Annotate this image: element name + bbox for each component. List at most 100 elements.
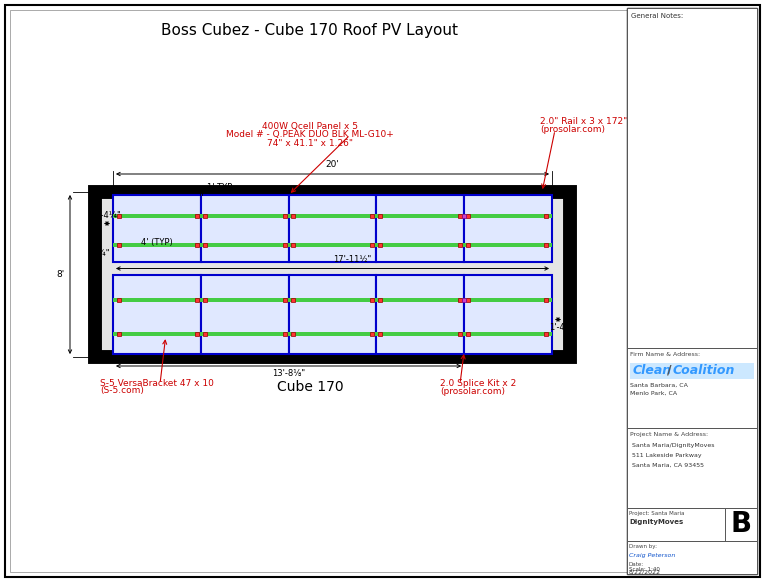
Bar [117, 214, 121, 218]
Text: Boss Cubez - Cube 170 Roof PV Layout: Boss Cubez - Cube 170 Roof PV Layout [161, 23, 458, 37]
Bar [466, 214, 470, 218]
Bar [466, 299, 470, 302]
Bar [282, 214, 287, 218]
Text: Cube 170: Cube 170 [277, 380, 343, 394]
Bar [379, 214, 382, 218]
Text: 74" x 41.1" x 1.26": 74" x 41.1" x 1.26" [267, 139, 353, 147]
Text: 8/22/2022: 8/22/2022 [629, 570, 661, 575]
Text: 4' (TYP): 4' (TYP) [141, 237, 173, 247]
Bar [95, 192, 570, 357]
Bar [544, 243, 548, 247]
Bar [117, 299, 121, 302]
Text: Project Name & Address:: Project Name & Address: [630, 432, 708, 437]
Bar [113, 332, 552, 336]
Text: 17'-11½": 17'-11½" [334, 255, 372, 264]
Bar [117, 332, 121, 336]
Bar [458, 214, 462, 218]
Text: Project: Santa Maria: Project: Santa Maria [629, 511, 685, 516]
Bar [113, 214, 552, 218]
Bar [291, 243, 295, 247]
Bar [379, 332, 382, 336]
Bar [458, 299, 462, 302]
Bar [627, 348, 757, 428]
Text: (S-5.com): (S-5.com) [100, 386, 144, 396]
Bar [113, 299, 552, 302]
Bar [466, 332, 470, 336]
Bar [370, 332, 374, 336]
Bar [113, 243, 552, 247]
Bar [291, 214, 295, 218]
Text: Date:: Date: [629, 562, 644, 567]
Bar [466, 243, 470, 247]
Bar [627, 8, 757, 348]
Text: 1' TYP: 1' TYP [207, 183, 232, 193]
Bar [379, 243, 382, 247]
Text: 2.0 Splice Kit x 2: 2.0 Splice Kit x 2 [440, 379, 516, 389]
Text: Menlo Park, CA: Menlo Park, CA [630, 391, 677, 396]
Bar [291, 299, 295, 302]
Text: DignityMoves: DignityMoves [629, 519, 683, 525]
Bar [627, 8, 757, 574]
Bar [203, 299, 207, 302]
Bar [113, 275, 200, 354]
Text: 2.0" Rail x 3 x 172": 2.0" Rail x 3 x 172" [540, 118, 627, 126]
Text: 13'-8⅛": 13'-8⅛" [272, 369, 305, 378]
Bar [195, 243, 199, 247]
Bar [117, 243, 121, 247]
Text: Coalition: Coalition [673, 364, 735, 377]
Bar [462, 299, 466, 302]
Text: /: / [667, 364, 672, 377]
Text: B: B [731, 510, 751, 538]
Text: Clean: Clean [633, 364, 672, 377]
Bar [464, 275, 552, 354]
Bar [370, 214, 374, 218]
Text: Firm Name & Address:: Firm Name & Address: [630, 352, 700, 357]
Text: 8': 8' [57, 270, 65, 279]
Bar [627, 541, 757, 574]
Bar [195, 299, 199, 302]
Bar [627, 428, 757, 508]
Text: 511 Lakeside Parkway: 511 Lakeside Parkway [632, 453, 702, 458]
Bar [288, 195, 376, 262]
Text: 1'-4¼": 1'-4¼" [549, 324, 577, 332]
Text: Santa Maria, CA 93455: Santa Maria, CA 93455 [632, 463, 704, 468]
Bar [370, 299, 374, 302]
Text: General Notes:: General Notes: [631, 13, 683, 19]
Text: S-5 VersaBracket 47 x 10: S-5 VersaBracket 47 x 10 [100, 379, 214, 389]
Bar [379, 299, 382, 302]
Bar [458, 243, 462, 247]
Bar [203, 332, 207, 336]
Bar [370, 243, 374, 247]
Bar [725, 508, 757, 541]
Text: Model # - Q.PEAK DUO BLK ML-G10+: Model # - Q.PEAK DUO BLK ML-G10+ [226, 130, 394, 140]
Bar [544, 299, 548, 302]
Bar [544, 214, 548, 218]
Bar [291, 332, 295, 336]
Bar [195, 332, 199, 336]
Text: Drawn by:: Drawn by: [629, 544, 657, 549]
Bar [282, 299, 287, 302]
Text: Santa Maria/DignityMoves: Santa Maria/DignityMoves [632, 443, 715, 448]
Text: 10¾": 10¾" [87, 249, 110, 258]
Bar [282, 332, 287, 336]
Text: Santa Barbara, CA: Santa Barbara, CA [630, 383, 688, 388]
Text: (prosolar.com): (prosolar.com) [540, 126, 605, 134]
Bar [288, 275, 376, 354]
Bar [376, 275, 464, 354]
Bar [462, 214, 466, 218]
Bar [113, 195, 200, 262]
Bar [464, 195, 552, 262]
Text: 1'-7": 1'-7" [139, 187, 158, 196]
Bar [200, 195, 288, 262]
Text: 1'-4¼": 1'-4¼" [93, 211, 121, 219]
Bar [195, 214, 199, 218]
Text: Craig Peterson: Craig Peterson [629, 553, 675, 558]
Text: 400W Qcell Panel x 5: 400W Qcell Panel x 5 [262, 122, 358, 132]
Text: (prosolar.com): (prosolar.com) [440, 386, 505, 396]
Text: 20': 20' [326, 160, 340, 169]
Bar [282, 243, 287, 247]
Bar [630, 363, 754, 379]
Bar [458, 332, 462, 336]
Text: Scale: 1:40: Scale: 1:40 [629, 567, 660, 572]
Bar [627, 508, 757, 541]
